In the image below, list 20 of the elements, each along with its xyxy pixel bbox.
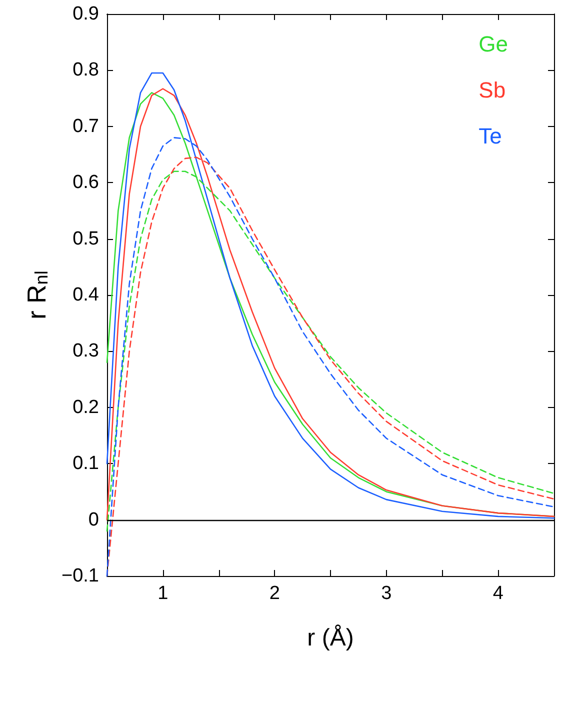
y-tick-label: 0.7 xyxy=(72,116,99,137)
y-tick-label: 0.4 xyxy=(72,284,100,306)
y-tick-label: 0.8 xyxy=(72,60,99,81)
x-tick-label: 1 xyxy=(158,583,168,604)
y-tick-label: 0.1 xyxy=(72,453,99,474)
text: Te xyxy=(478,124,502,148)
y-tick-label: 0.3 xyxy=(72,340,99,362)
y-tick-label: −0.1 xyxy=(61,566,99,586)
y-tick-label: 0.5 xyxy=(72,228,99,250)
y-tick-label: 0.9 xyxy=(72,4,99,24)
x-tick-label: 3 xyxy=(381,583,392,604)
text: Sb xyxy=(478,78,506,102)
x-tick-label: 2 xyxy=(269,583,280,604)
text: Ge xyxy=(478,32,508,56)
y-tick-label: 0 xyxy=(88,509,99,530)
y-tick-label: 0.2 xyxy=(72,396,99,418)
x-axis-title: r (Å) xyxy=(307,624,354,652)
x-tick-label: 4 xyxy=(492,583,504,604)
y-tick-label: 0.6 xyxy=(72,172,99,194)
y-axis-title: r Rnl xyxy=(22,270,52,320)
